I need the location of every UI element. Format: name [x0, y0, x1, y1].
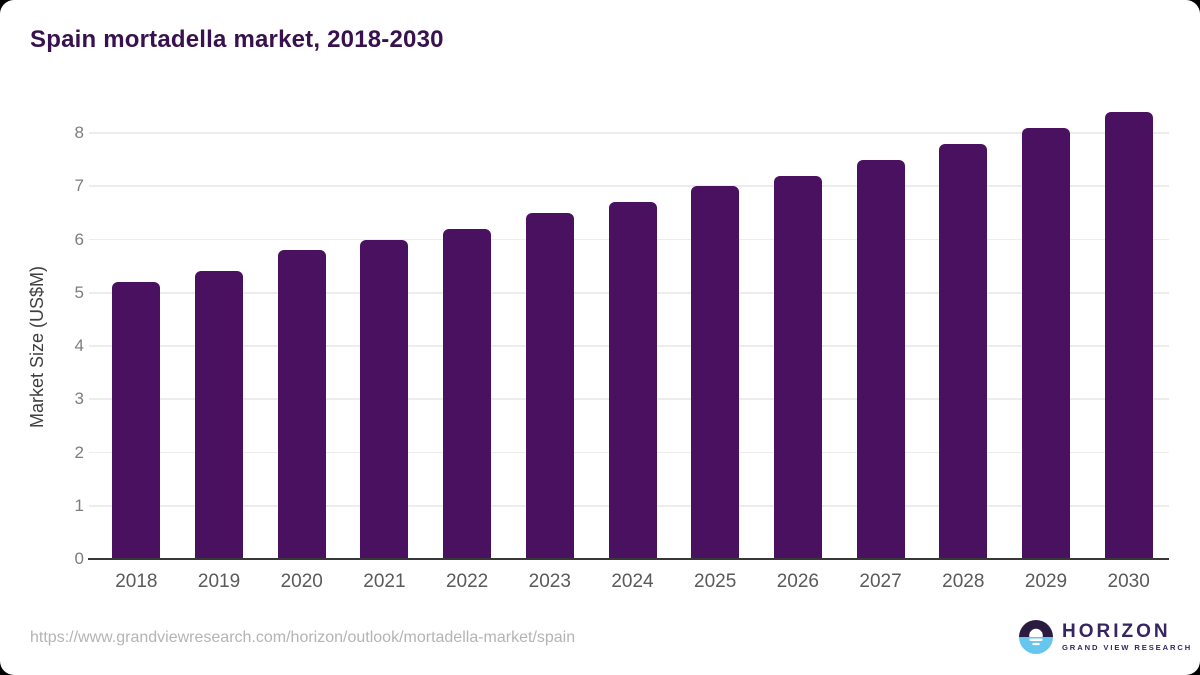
x-tick-label: 2025 — [694, 571, 737, 592]
bar-2024 — [608, 202, 657, 559]
source-url-text: https://www.grandviewresearch.com/horizo… — [30, 629, 576, 646]
x-tick-label: 2022 — [445, 571, 489, 592]
x-tick-label: 2026 — [776, 571, 820, 592]
horizon-logo-text: HORIZON GRAND VIEW RESEARCH — [1062, 622, 1192, 652]
bar-2023 — [525, 212, 574, 559]
x-tick-label: 2021 — [363, 571, 406, 592]
bar-2026 — [773, 175, 822, 559]
x-tick-label: 2027 — [859, 571, 902, 592]
bar-2018 — [112, 282, 161, 559]
y-tick-label: 2 — [74, 442, 84, 462]
x-tick-label: 2024 — [611, 571, 654, 592]
bar-2020 — [277, 250, 326, 559]
y-tick-label: 0 — [74, 549, 84, 568]
y-tick-label: 8 — [74, 123, 84, 142]
y-tick-label: 1 — [74, 495, 84, 515]
x-tick-label: 2020 — [280, 571, 323, 592]
x-tick-label: 2029 — [1024, 571, 1068, 592]
x-tick-label: 2018 — [115, 571, 158, 592]
y-tick-label: 6 — [74, 229, 84, 249]
x-tick-label: 2028 — [942, 571, 985, 592]
bar-2030 — [1104, 111, 1153, 559]
gridline — [89, 132, 1169, 134]
gridline — [89, 185, 1169, 188]
x-tick-label: 2019 — [197, 571, 241, 592]
x-tick-label: 2030 — [1107, 571, 1150, 592]
bar-2021 — [360, 239, 409, 559]
bar-2025 — [691, 186, 740, 559]
horizon-logo-tagline: GRAND VIEW RESEARCH — [1062, 643, 1193, 653]
bar-2019 — [195, 271, 244, 559]
y-tick-label: 7 — [74, 176, 84, 196]
y-tick-label: 5 — [74, 282, 84, 302]
y-tick-label: 3 — [74, 389, 84, 409]
chart-title: Spain mortadella market, 2018-2030 — [30, 26, 444, 53]
x-axis-line — [88, 558, 1169, 561]
horizon-logo-brand: HORIZON — [1062, 621, 1171, 643]
y-tick-label: 4 — [74, 336, 84, 355]
horizon-logo-icon — [1019, 620, 1053, 654]
bar-2029 — [1021, 127, 1070, 559]
bar-2027 — [856, 159, 905, 559]
x-tick-label: 2023 — [528, 571, 571, 592]
bar-2022 — [443, 228, 492, 559]
horizon-logo: HORIZON GRAND VIEW RESEARCH — [1019, 620, 1192, 654]
bar-2028 — [939, 143, 988, 559]
